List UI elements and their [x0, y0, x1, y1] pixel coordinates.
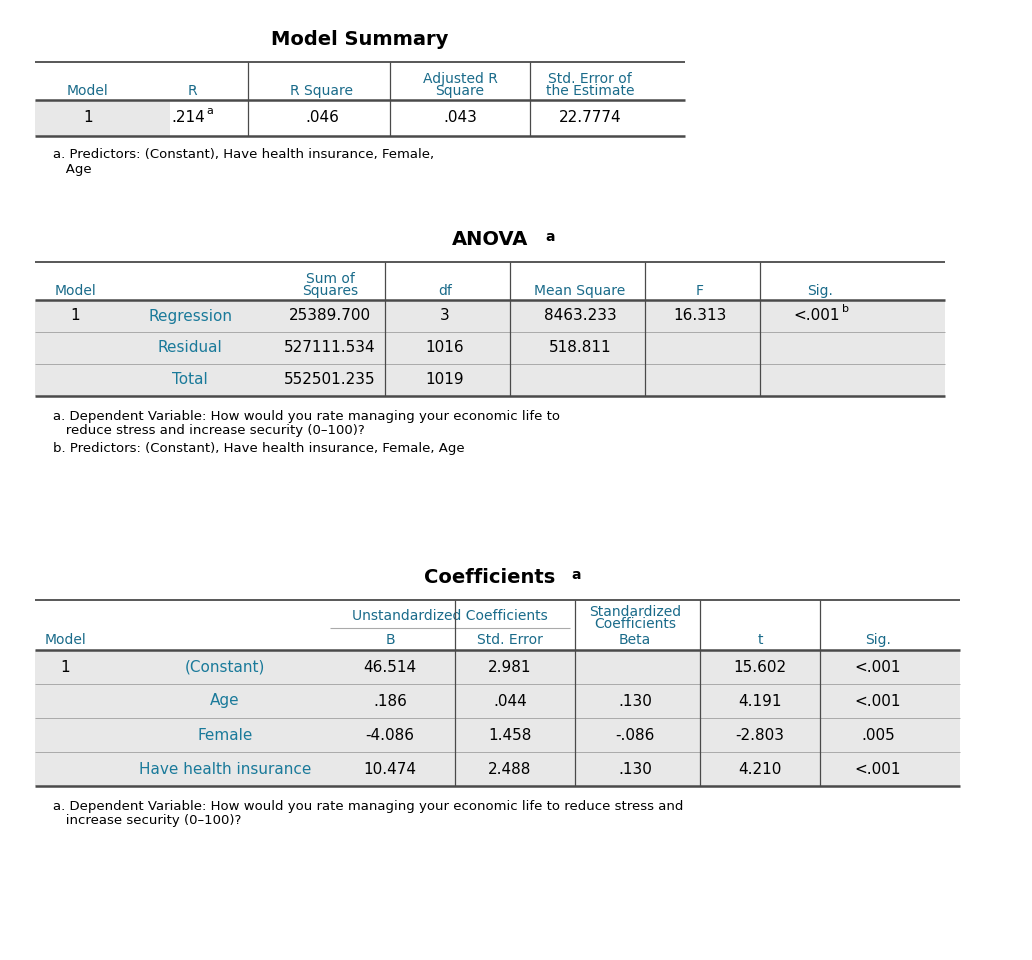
Text: 1: 1: [84, 110, 93, 126]
Text: .130: .130: [618, 693, 652, 708]
Text: 2.981: 2.981: [488, 660, 531, 675]
Text: 4.210: 4.210: [738, 761, 781, 777]
Bar: [35, 364, 945, 396]
Text: a. Predictors: (Constant), Have health insurance, Female,: a. Predictors: (Constant), Have health i…: [53, 148, 434, 161]
Text: R: R: [187, 84, 197, 98]
Text: reduce stress and increase security (0–100)?: reduce stress and increase security (0–1…: [53, 424, 364, 437]
Text: Model Summary: Model Summary: [271, 30, 449, 49]
Text: Female: Female: [197, 728, 253, 742]
Text: Square: Square: [436, 84, 484, 98]
Text: the Estimate: the Estimate: [546, 84, 635, 98]
Text: a: a: [571, 568, 580, 582]
Text: Age: Age: [211, 693, 239, 708]
Text: 1016: 1016: [425, 341, 464, 355]
Text: 4.191: 4.191: [738, 693, 782, 708]
Text: a: a: [545, 230, 554, 244]
Text: 8463.233: 8463.233: [544, 308, 616, 324]
Text: a: a: [206, 106, 213, 116]
Text: <.001: <.001: [854, 761, 901, 777]
Text: Squares: Squares: [302, 284, 358, 298]
Text: B: B: [385, 633, 395, 647]
Bar: [35, 100, 170, 136]
Text: b: b: [842, 304, 849, 314]
Text: Std. Error: Std. Error: [477, 633, 543, 647]
Text: 2.488: 2.488: [488, 761, 531, 777]
Text: 10.474: 10.474: [363, 761, 417, 777]
Bar: [35, 332, 945, 364]
Text: 518.811: 518.811: [549, 341, 611, 355]
Text: .214: .214: [171, 110, 205, 126]
Text: t: t: [757, 633, 763, 647]
Text: Have health insurance: Have health insurance: [139, 761, 312, 777]
Text: Residual: Residual: [158, 341, 222, 355]
Bar: [35, 684, 960, 718]
Text: 46.514: 46.514: [363, 660, 417, 675]
Text: 552501.235: 552501.235: [284, 372, 376, 388]
Text: Sig.: Sig.: [865, 633, 891, 647]
Text: a. Dependent Variable: How would you rate managing your economic life to: a. Dependent Variable: How would you rat…: [53, 410, 560, 423]
Text: (Constant): (Constant): [185, 660, 265, 675]
Text: Std. Error of: Std. Error of: [548, 72, 632, 86]
Text: .186: .186: [373, 693, 407, 708]
Text: .043: .043: [443, 110, 477, 126]
Text: Unstandardized Coefficients: Unstandardized Coefficients: [352, 609, 548, 623]
Text: Age: Age: [53, 163, 92, 176]
Bar: [35, 718, 960, 752]
Text: .005: .005: [861, 728, 895, 742]
Text: Sig.: Sig.: [807, 284, 833, 298]
Bar: [35, 300, 945, 332]
Text: .130: .130: [618, 761, 652, 777]
Text: 22.7774: 22.7774: [558, 110, 621, 126]
Text: Model: Model: [44, 633, 86, 647]
Text: 3: 3: [440, 308, 450, 324]
Text: 527111.534: 527111.534: [284, 341, 376, 355]
Text: increase security (0–100)?: increase security (0–100)?: [53, 814, 241, 827]
Text: .044: .044: [493, 693, 527, 708]
Text: 1019: 1019: [425, 372, 464, 388]
Text: -.086: -.086: [615, 728, 654, 742]
Text: Regression: Regression: [148, 308, 232, 324]
Text: <.001: <.001: [854, 693, 901, 708]
Text: 16.313: 16.313: [673, 308, 727, 324]
Text: <.001: <.001: [854, 660, 901, 675]
Text: Standardized: Standardized: [589, 605, 681, 619]
Text: 1.458: 1.458: [488, 728, 531, 742]
Text: df: df: [438, 284, 452, 298]
Text: Sum of: Sum of: [305, 272, 354, 286]
Text: b. Predictors: (Constant), Have health insurance, Female, Age: b. Predictors: (Constant), Have health i…: [53, 442, 464, 455]
Text: 15.602: 15.602: [734, 660, 786, 675]
Text: Model: Model: [67, 84, 108, 98]
Text: -4.086: -4.086: [365, 728, 415, 742]
Text: Coefficients: Coefficients: [594, 617, 676, 631]
Text: Beta: Beta: [619, 633, 651, 647]
Text: Mean Square: Mean Square: [535, 284, 625, 298]
Text: ANOVA: ANOVA: [452, 230, 528, 249]
Text: -2.803: -2.803: [736, 728, 784, 742]
Text: R Square: R Square: [290, 84, 354, 98]
Text: .046: .046: [305, 110, 338, 126]
Text: 1: 1: [60, 660, 70, 675]
Text: 1: 1: [70, 308, 79, 324]
Text: F: F: [696, 284, 704, 298]
Text: 25389.700: 25389.700: [289, 308, 372, 324]
Bar: [35, 650, 960, 684]
Text: Model: Model: [54, 284, 96, 298]
Text: Total: Total: [172, 372, 207, 388]
Text: a. Dependent Variable: How would you rate managing your economic life to reduce : a. Dependent Variable: How would you rat…: [53, 800, 683, 813]
Text: Adjusted R: Adjusted R: [422, 72, 497, 86]
Text: Coefficients: Coefficients: [424, 568, 555, 587]
Bar: [35, 752, 960, 786]
Text: <.001: <.001: [794, 308, 840, 324]
